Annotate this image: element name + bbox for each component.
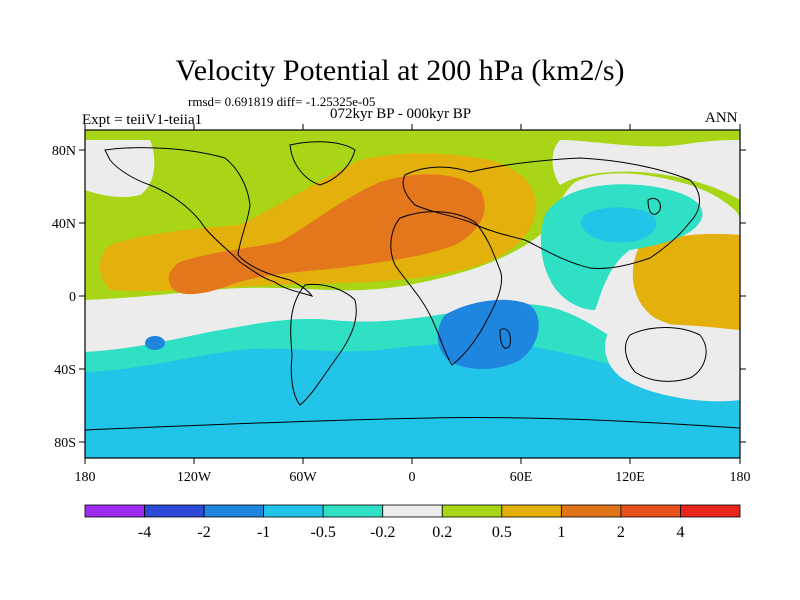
contour-white-australia: [605, 324, 740, 402]
australia-outline: [624, 327, 707, 382]
colorbar-segment: [441, 504, 503, 518]
japan-outline: [647, 197, 661, 215]
longitude-axis: 180 120W 60W 0 60E 120E 180: [75, 124, 751, 485]
lat-label: 0: [69, 290, 76, 305]
plot-title: Velocity Potential at 200 hPa (km2/s): [175, 54, 625, 87]
colorbar-segment: [203, 504, 265, 518]
lon-label: 0: [409, 470, 416, 485]
contour-field: [85, 130, 740, 458]
experiment-label: Expt = teiiV1-teiia1: [82, 112, 203, 128]
contour-teal-wpacific: [540, 184, 703, 310]
africa-outline: [390, 211, 503, 366]
antarctica-outline: [85, 416, 740, 431]
coastlines: [85, 141, 740, 431]
colorbar-segment: [84, 504, 145, 518]
colorbar-label: -0.5: [311, 524, 336, 541]
contour-orange-core: [168, 174, 485, 295]
colorbar-label: -2: [197, 524, 210, 541]
colorbar: -4 -2 -1 -0.5 -0.2 0.2 0.5 1 2 4: [84, 504, 741, 541]
colorbar-label: 2: [617, 524, 625, 541]
colorbar-label: 4: [676, 524, 684, 541]
eurasia-outline: [402, 157, 700, 269]
contour-cyan-wpacific: [580, 207, 657, 243]
contour-blue-spacific: [145, 336, 165, 350]
lon-label: 60W: [289, 470, 317, 485]
colorbar-label: -4: [138, 524, 151, 541]
colorbar-segment: [144, 504, 205, 518]
colorbar-label: 0.5: [492, 524, 512, 541]
north-america-outline: [104, 147, 314, 297]
colorbar-segment: [382, 504, 443, 518]
colorbar-label: 0.2: [432, 524, 452, 541]
lat-label: 80N: [52, 144, 76, 159]
contour-gold-maritime: [632, 233, 740, 332]
lon-label: 180: [730, 470, 751, 485]
rmsd-diff-stats: rmsd= 0.691819 diff= -1.25325e-05: [188, 94, 376, 109]
colorbar-label: 1: [557, 524, 565, 541]
lon-label: 120W: [177, 470, 212, 485]
colorbar-segment: [680, 504, 741, 518]
colorbar-label: -1: [257, 524, 270, 541]
colorbar-segment: [560, 504, 622, 518]
contour-blue-indian: [437, 299, 539, 369]
colorbar-segment: [620, 504, 681, 518]
lon-label: 180: [75, 470, 96, 485]
lat-label: 40N: [52, 217, 76, 232]
madagascar-outline: [499, 328, 511, 349]
greenland-outline: [289, 141, 356, 186]
lon-label: 60E: [510, 470, 533, 485]
colorbar-segment: [263, 504, 324, 518]
colorbar-label: -0.2: [370, 524, 395, 541]
period-label: 072kyr BP - 000kyr BP: [330, 106, 472, 122]
lon-label: 120E: [615, 470, 645, 485]
south-america-outline: [290, 283, 357, 406]
contour-white-npacific: [552, 140, 740, 200]
lat-label: 40S: [54, 363, 76, 378]
season-label: ANN: [705, 110, 738, 126]
lat-label: 80S: [54, 436, 76, 451]
latitude-axis: 80N 40N 0 40S 80S: [52, 144, 746, 451]
colorbar-segment: [322, 504, 384, 518]
colorbar-segment: [501, 504, 562, 518]
